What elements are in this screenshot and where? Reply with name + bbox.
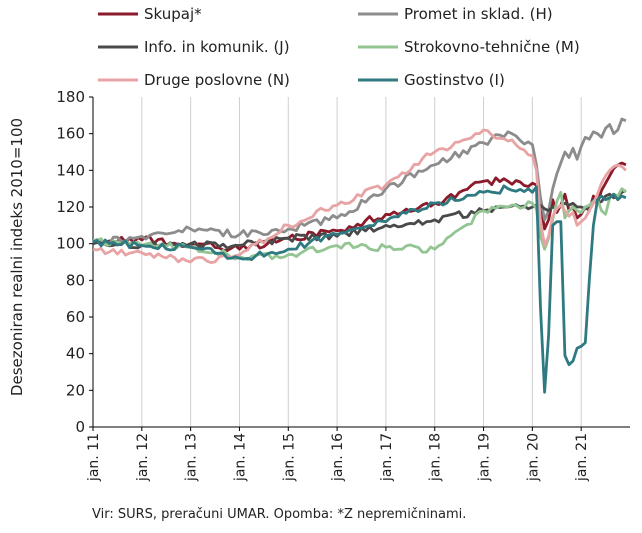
y-tick-label: 80 <box>66 271 85 289</box>
x-tick-label: jan. 16 <box>330 433 346 482</box>
y-tick-label: 60 <box>66 308 85 326</box>
x-tick-label: jan. 20 <box>525 433 541 482</box>
x-tick-label: jan. 14 <box>232 433 248 482</box>
series-line <box>92 184 627 394</box>
x-tick-label: jan. 19 <box>477 433 493 482</box>
x-tick-label: jan. 21 <box>574 433 590 482</box>
x-tick-label: jan. 12 <box>135 433 151 482</box>
x-tick-label: jan. 13 <box>184 433 200 482</box>
y-tick-label: 100 <box>56 235 85 253</box>
source-note: Vir: SURS, preračuni UMAR. Opomba: *Z ne… <box>92 507 467 522</box>
y-tick-label: 140 <box>56 161 85 179</box>
legend-label: Info. in komunik. (J) <box>144 38 290 56</box>
y-tick-label: 180 <box>56 88 85 106</box>
x-tick-label: jan. 15 <box>281 433 297 482</box>
legend-label: Druge poslovne (N) <box>144 71 290 89</box>
y-tick-label: 120 <box>56 198 85 216</box>
y-tick-label: 160 <box>56 125 85 143</box>
y-tick-label: 0 <box>75 418 85 436</box>
x-tick-label: jan. 11 <box>86 433 102 482</box>
y-tick-label: 40 <box>66 345 85 363</box>
legend-label: Skupaj* <box>144 5 202 23</box>
legend-label: Gostinstvo (I) <box>404 71 505 89</box>
y-axis-label: Desezoniran realni indeks 2010=100 <box>8 118 26 396</box>
x-tick-label: jan. 17 <box>379 433 395 482</box>
y-tick-label: 20 <box>66 381 85 399</box>
legend-label: Promet in sklad. (H) <box>404 5 553 23</box>
legend-label: Strokovno-tehnične (M) <box>404 38 580 56</box>
x-tick-label: jan. 18 <box>428 433 444 482</box>
series-line <box>92 128 627 264</box>
